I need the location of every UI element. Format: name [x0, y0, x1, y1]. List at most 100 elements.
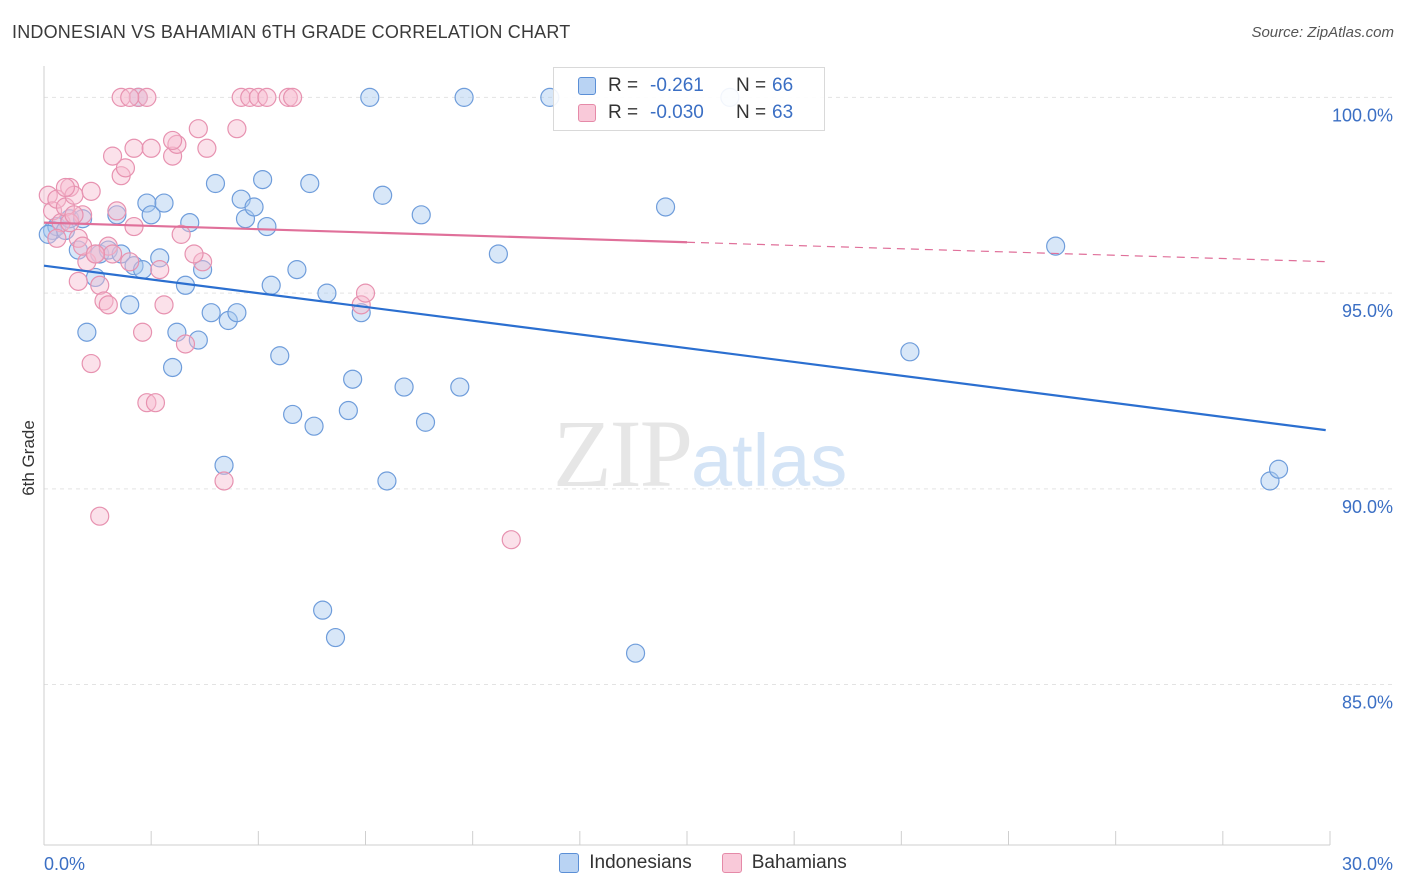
legend-swatch-bahamians — [721, 853, 742, 873]
point-indonesians — [313, 600, 333, 620]
point-indonesians — [377, 471, 397, 491]
stats-legend: R = -0.261 N = 66 R = -0.030 N = 63 — [553, 67, 825, 131]
point-indonesians — [120, 295, 140, 315]
point-bahamians — [257, 87, 277, 107]
point-bahamians — [107, 201, 127, 221]
point-bahamians — [115, 158, 136, 178]
y-tick-label: 85.0% — [1342, 693, 1393, 713]
point-indonesians — [304, 416, 324, 436]
point-indonesians — [77, 322, 97, 342]
point-bahamians — [278, 87, 298, 107]
point-bahamians — [175, 334, 196, 354]
legend-swatch-indonesians — [559, 853, 580, 873]
legend-item-bahamians[interactable]: Bahamians — [721, 852, 847, 874]
chart-title: INDONESIAN VS BAHAMIAN 6TH GRADE CORRELA… — [12, 22, 571, 42]
point-bahamians — [55, 177, 76, 198]
trendline-bahamians — [43, 221, 688, 244]
point-bahamians — [98, 295, 118, 315]
legend-row-bahamians: R = -0.030 N = 63 — [578, 100, 793, 126]
x-tick-label: 0.0% — [44, 854, 85, 874]
point-indonesians — [900, 342, 920, 362]
point-indonesians — [244, 197, 264, 217]
series-legend: Indonesians Bahamians — [0, 852, 1406, 874]
legend-n-value: 63 — [772, 102, 794, 123]
point-indonesians — [300, 173, 320, 194]
point-bahamians — [85, 244, 106, 264]
point-indonesians — [1268, 459, 1289, 479]
point-bahamians — [163, 146, 183, 166]
legend-r-value: -0.030 — [650, 102, 704, 123]
trendline-bahamians-extension — [686, 241, 1331, 263]
point-indonesians — [163, 357, 183, 378]
point-bahamians — [102, 146, 123, 166]
point-bahamians — [137, 87, 157, 107]
point-indonesians — [360, 87, 380, 107]
point-bahamians — [227, 119, 247, 139]
point-bahamians — [68, 271, 88, 291]
point-bahamians — [355, 283, 376, 303]
point-bahamians — [102, 244, 123, 264]
point-bahamians — [150, 260, 170, 280]
point-indonesians — [317, 283, 337, 303]
point-indonesians — [270, 346, 290, 366]
legend-item-indonesians[interactable]: Indonesians — [559, 852, 692, 874]
point-indonesians — [411, 205, 431, 225]
point-indonesians — [283, 404, 303, 425]
point-indonesians — [394, 377, 414, 397]
point-indonesians — [137, 193, 157, 213]
point-indonesians — [488, 244, 508, 264]
point-bahamians — [64, 205, 84, 225]
point-indonesians — [625, 643, 646, 663]
point-indonesians — [454, 87, 474, 107]
y-tick-label: 100.0% — [1332, 105, 1393, 125]
watermark-atlas: atlas — [691, 419, 848, 502]
legend-n-value: 66 — [772, 75, 794, 96]
legend-label-bahamians: Bahamians — [751, 852, 847, 873]
point-indonesians — [655, 197, 676, 217]
point-indonesians — [338, 400, 358, 421]
point-bahamians — [501, 530, 521, 550]
point-indonesians — [1046, 236, 1066, 256]
point-indonesians — [373, 185, 393, 205]
point-bahamians — [120, 252, 140, 272]
point-indonesians — [343, 369, 363, 389]
point-bahamians — [81, 353, 101, 374]
y-axis-label: 6th Grade — [19, 420, 38, 496]
legend-row-indonesians: R = -0.261 N = 66 — [578, 73, 793, 99]
point-bahamians — [283, 87, 303, 107]
point-indonesians — [351, 303, 371, 323]
point-bahamians — [145, 393, 166, 413]
point-indonesians — [227, 303, 247, 323]
point-bahamians — [132, 322, 153, 342]
point-bahamians — [214, 471, 234, 491]
point-indonesians — [205, 173, 226, 194]
point-indonesians — [253, 169, 273, 190]
point-bahamians — [163, 130, 183, 151]
legend-r-label: R = — [608, 75, 639, 96]
point-bahamians — [141, 138, 161, 158]
point-bahamians — [81, 181, 101, 201]
point-bahamians — [90, 275, 110, 295]
point-bahamians — [124, 138, 144, 158]
legend-n-label: N = — [736, 75, 767, 96]
point-indonesians — [188, 330, 208, 350]
point-indonesians — [257, 216, 277, 237]
point-bahamians — [90, 506, 110, 526]
point-indonesians — [141, 205, 161, 225]
x-tick-label: 30.0% — [1342, 854, 1393, 874]
point-bahamians — [47, 228, 67, 248]
trendline-indonesians — [43, 264, 1326, 432]
point-bahamians — [197, 138, 217, 158]
legend-swatch-blue — [578, 77, 596, 95]
point-bahamians — [171, 224, 191, 244]
legend-r-label: R = — [608, 102, 639, 123]
source-label: Source: ZipAtlas.com — [1251, 24, 1394, 41]
point-indonesians — [193, 260, 213, 280]
y-tick-label: 95.0% — [1342, 301, 1393, 321]
point-indonesians — [214, 455, 234, 475]
point-indonesians — [201, 303, 221, 323]
point-indonesians — [450, 377, 470, 397]
point-bahamians — [154, 295, 174, 315]
point-bahamians — [184, 244, 204, 264]
